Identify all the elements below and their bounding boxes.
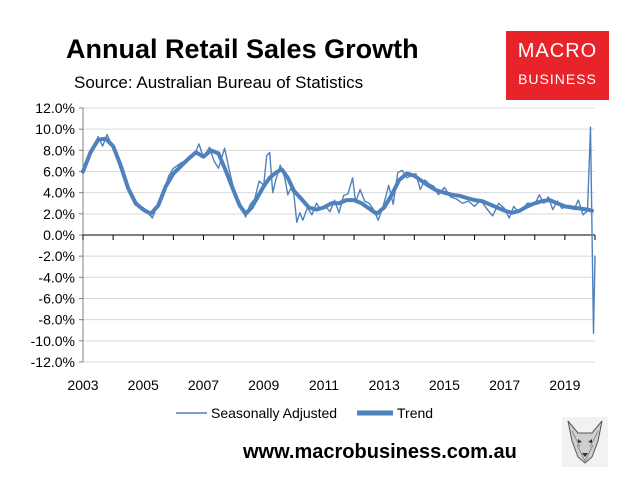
y-tick-label: 10.0% <box>35 121 75 137</box>
y-tick-label: 8.0% <box>43 142 75 158</box>
y-tick-label: -2.0% <box>38 248 75 264</box>
legend-label-seasonally-adjusted: Seasonally Adjusted <box>211 405 337 421</box>
legend: Seasonally Adjusted Trend <box>176 405 433 421</box>
axes <box>82 108 595 362</box>
y-tick-label: -8.0% <box>38 312 75 328</box>
y-tick-label: -6.0% <box>38 291 75 307</box>
x-tick-label: 2015 <box>429 377 460 393</box>
footer-url: www.macrobusiness.com.au <box>243 441 517 463</box>
x-tick-label: 2005 <box>128 377 159 393</box>
logo-line2: BUSINESS <box>518 71 597 87</box>
y-tick-label: -10.0% <box>31 333 75 349</box>
macrobusiness-logo: MACRO BUSINESS <box>506 31 609 100</box>
x-tick-label: 2013 <box>369 377 400 393</box>
y-tick-label: 4.0% <box>43 185 75 201</box>
series-line-trend <box>81 136 594 216</box>
legend-label-trend: Trend <box>397 405 433 421</box>
y-tick-label: -4.0% <box>38 269 75 285</box>
logo-line1: MACRO <box>517 40 598 62</box>
x-tick-label: 2009 <box>248 377 279 393</box>
chart-subtitle: Source: Australian Bureau of Statistics <box>74 73 364 92</box>
x-tick-label: 2011 <box>309 377 339 393</box>
x-tick-label: 2003 <box>67 377 98 393</box>
y-tick-label: -12.0% <box>31 354 75 370</box>
y-tick-label: 12.0% <box>35 100 75 116</box>
y-tick-label: 6.0% <box>43 164 75 180</box>
x-tick-labels: 2003 2005 2007 2009 2011 2013 2015 2017 2019 <box>67 235 596 393</box>
y-tick-label: 2.0% <box>43 206 75 222</box>
chart-title: Annual Retail Sales Growth <box>66 34 419 64</box>
x-tick-label: 2019 <box>549 377 580 393</box>
y-tick-label: 0.0% <box>43 227 75 243</box>
series-line-seasonally-adjusted <box>82 126 596 335</box>
data-series <box>81 126 596 335</box>
x-tick-label: 2007 <box>188 377 219 393</box>
y-tick-labels: 12.0% 10.0% 8.0% 6.0% 4.0% 2.0% 0.0% -2.0% -4.0%… <box>31 100 75 370</box>
x-tick-label: 2017 <box>489 377 520 393</box>
fox-logo-icon <box>562 417 608 467</box>
